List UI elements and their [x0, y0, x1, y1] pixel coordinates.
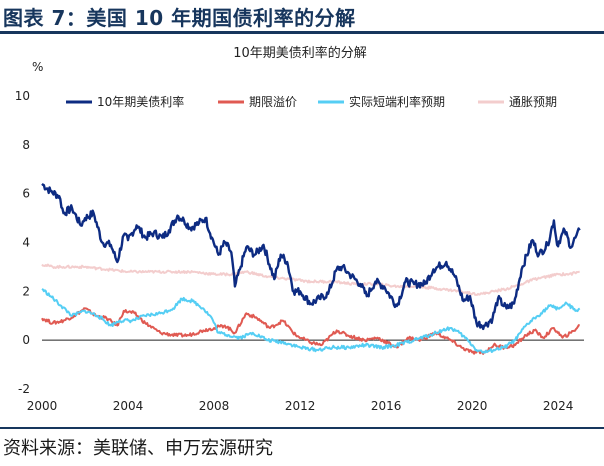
legend-label: 期限溢价 — [249, 95, 297, 109]
x-tick-label: 2000 — [27, 399, 58, 413]
series-line-0 — [41, 183, 581, 331]
series-line-2 — [41, 288, 581, 354]
chart-title: 10年期美债利率的分解 — [233, 45, 367, 61]
x-tick-label: 2020 — [457, 399, 488, 413]
y-tick-label: 2 — [22, 284, 30, 298]
legend-label: 通胀预期 — [509, 95, 557, 109]
legend-label: 10年期美债利率 — [97, 94, 184, 109]
y-tick-label: 4 — [22, 236, 30, 250]
y-tick-label: -2 — [18, 382, 30, 396]
x-tick-label: 2008 — [199, 399, 230, 413]
x-tick-label: 2012 — [285, 399, 316, 413]
series-line-1 — [41, 307, 580, 355]
y-tick-label: 0 — [22, 333, 30, 347]
title-rule — [0, 31, 604, 34]
x-tick-label: 2024 — [543, 399, 574, 413]
y-axis-unit-label: % — [32, 60, 43, 74]
legend-label: 实际短端利率预期 — [349, 94, 445, 109]
legend: 10年期美债利率 期限溢价 实际短端利率预期 通胀预期 — [66, 94, 557, 109]
source-rule — [0, 427, 604, 429]
series-line-3 — [41, 263, 580, 296]
y-tick-label: 10 — [15, 89, 30, 103]
y-tick-label: 6 — [22, 187, 30, 201]
source-note: 资料来源：美联储、申万宏源研究 — [3, 438, 273, 459]
x-tick-label: 2004 — [113, 399, 144, 413]
chart: 10年期美债利率的分解 % -2 0 2 4 6 8 10 2000 2004 2008 2012… — [15, 45, 584, 413]
series-lines — [41, 183, 581, 355]
x-tick-label: 2016 — [371, 399, 402, 413]
x-axis: 2000 2004 2008 2012 2016 2020 2024 — [27, 399, 574, 413]
y-axis: -2 0 2 4 6 8 10 — [15, 89, 584, 396]
figure-title: 图表 7：美国 10 年期国债利率的分解 — [3, 6, 356, 30]
y-tick-label: 8 — [22, 138, 30, 152]
